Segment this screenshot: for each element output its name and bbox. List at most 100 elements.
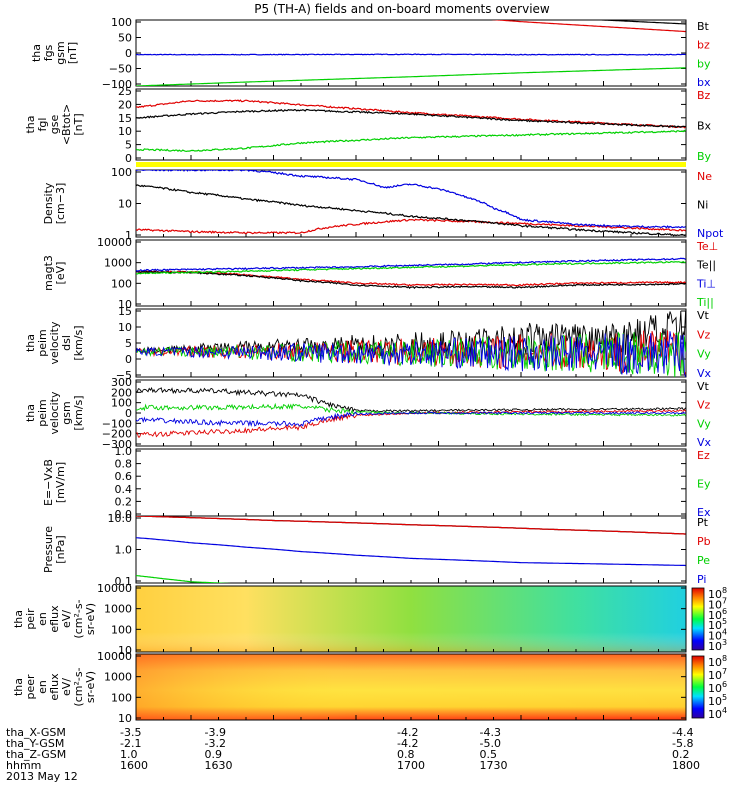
- legend-entry: Vz: [697, 399, 711, 412]
- footer-value: 1800: [672, 759, 700, 772]
- colorbar-peir: [691, 587, 705, 651]
- footer-value: 1630: [205, 759, 233, 772]
- y-axis-label: [eV]: [54, 262, 67, 285]
- colorbar-peer: [691, 655, 705, 719]
- y-tick-label: 1.0: [115, 445, 133, 458]
- y-tick-label: 25: [118, 85, 132, 98]
- y-axis-label: tha: [12, 610, 25, 628]
- y-axis-label: en: [36, 612, 49, 626]
- y-axis-label: [km/s]: [72, 325, 85, 360]
- y-axis-label: fgs: [42, 44, 55, 61]
- series-density-Npot: [136, 170, 686, 229]
- footer-value: -4.4: [672, 726, 693, 739]
- y-tick-label: 100: [111, 397, 132, 410]
- series-temp-Ti⊥: [136, 257, 686, 272]
- legend-entry: bz: [697, 39, 710, 52]
- figure-title: P5 (TH-A) fields and on-board moments ov…: [254, 2, 550, 16]
- footer-date: 2013 May 12: [6, 770, 78, 783]
- y-axis-label: magt3: [42, 255, 55, 291]
- colorbar-tick: 103: [708, 638, 727, 653]
- series-temp-Ti||: [136, 260, 686, 275]
- panel-peim: 15 10 5 0 −5 tha peim velocity dsl [km/s] Vt Vz Vy Vx: [24, 305, 712, 382]
- y-tick-label: 0.6: [115, 470, 133, 483]
- footer-value: 0.5: [480, 748, 498, 761]
- y-tick-label: −50: [109, 63, 132, 76]
- footer-value: 0.2: [672, 748, 690, 761]
- footer: tha_X-GSM -3.5 -3.9 -4.2 -4.3 -4.4 tha_Y-GSM -2…: [6, 726, 700, 783]
- y-tick-label: 10: [118, 198, 132, 211]
- colorbar-tick: 107: [708, 596, 727, 611]
- series-fgl-Bx: [136, 108, 686, 129]
- legend-entry: Ez: [697, 449, 710, 462]
- y-tick-label: 10000: [97, 236, 132, 249]
- y-tick-label: 1000: [104, 603, 132, 616]
- panel-temp: 10000 1000 100 10 magt3 [eV] Te⊥ Te|| Ti⊥ Ti||: [42, 236, 718, 311]
- footer-value: 1730: [480, 759, 508, 772]
- series-fgs-by: [136, 67, 686, 86]
- footer-value: -3.9: [205, 726, 226, 739]
- panel-efield: 1.00.80.60.40.20.0 E=−VxB [mV/m] Ez Ey Ex: [42, 445, 711, 521]
- series-peim-Vy: [136, 331, 686, 377]
- y-axis-label: tha: [12, 678, 25, 696]
- footer-value: -4.2: [397, 726, 418, 739]
- colorbar-tick: 108: [708, 654, 727, 669]
- y-tick-label: 10: [118, 644, 132, 657]
- colorbar-tick: 105: [708, 693, 727, 708]
- footer-value: 1.0: [120, 748, 138, 761]
- series-density-Ni: [136, 184, 686, 237]
- y-axis-label: (cm²-s-: [72, 599, 85, 638]
- series-fgl-Bz: [136, 99, 686, 129]
- legend-entry: Bx: [697, 120, 712, 133]
- y-tick-label: 0: [125, 152, 132, 165]
- y-axis-label: eflux: [48, 673, 61, 701]
- legend-entry: by: [697, 57, 711, 70]
- y-axis-label: Density: [42, 182, 55, 224]
- legend-entry: Te||: [696, 259, 716, 272]
- y-tick-label: 200: [111, 386, 132, 399]
- y-tick-label: 0.4: [115, 483, 133, 496]
- y-tick-label: 0: [125, 47, 132, 60]
- series-fgs-bx: [136, 53, 686, 56]
- legend-entry: Ne: [697, 170, 712, 183]
- colorbar-tick: 108: [708, 586, 727, 601]
- panel-fgs: 100 50 0 −50 −100 tha fgs gsm [nT] Bt bz by bx: [30, 16, 711, 91]
- y-axis-label: <Btot>: [60, 104, 73, 145]
- series-density-Ne: [136, 218, 686, 235]
- legend-entry: Bt: [697, 20, 710, 33]
- y-axis-label: fgl: [36, 118, 49, 132]
- panel-pressure: 10.0 1.0 0.1 Pressure [nPa] Pt Pb Pe Pi: [42, 512, 711, 588]
- panel-frame: [135, 19, 687, 87]
- y-axis-label: eV/: [60, 678, 73, 696]
- footer-value: -5.8: [672, 737, 693, 750]
- y-tick-label: 100: [111, 16, 132, 29]
- panel-frame: [135, 448, 687, 517]
- y-axis-label: gse: [48, 115, 61, 135]
- legend-entry: Pb: [697, 535, 711, 548]
- colorbar-tick: 105: [708, 617, 727, 632]
- footer-value: 1700: [397, 759, 425, 772]
- footer-value: -4.3: [480, 726, 501, 739]
- y-axis-label: peim: [36, 399, 49, 427]
- y-tick-label: 50: [118, 32, 132, 45]
- series-peim_gsm-Vt: [136, 386, 686, 413]
- y-tick-label: 100: [111, 623, 132, 636]
- y-tick-label: −200: [102, 428, 132, 441]
- y-axis-label: velocity: [48, 391, 61, 434]
- yellow-separator: [136, 162, 686, 167]
- y-tick-label: 10: [118, 321, 132, 334]
- y-tick-label: 5: [125, 139, 132, 152]
- y-tick-label: 15: [118, 305, 132, 318]
- colorbar-tick: 104: [708, 628, 727, 643]
- footer-value: -3.5: [120, 726, 141, 739]
- footer-value: -3.2: [205, 737, 226, 750]
- legend-entry: Ex: [697, 506, 711, 519]
- legend-entry: Bz: [697, 89, 711, 102]
- y-axis-label: gsm: [60, 401, 73, 424]
- y-tick-label: 0.8: [115, 458, 133, 471]
- y-tick-label: 10.0: [108, 512, 133, 525]
- y-axis-label: peim: [36, 329, 49, 357]
- y-tick-label: 0.1: [115, 575, 133, 588]
